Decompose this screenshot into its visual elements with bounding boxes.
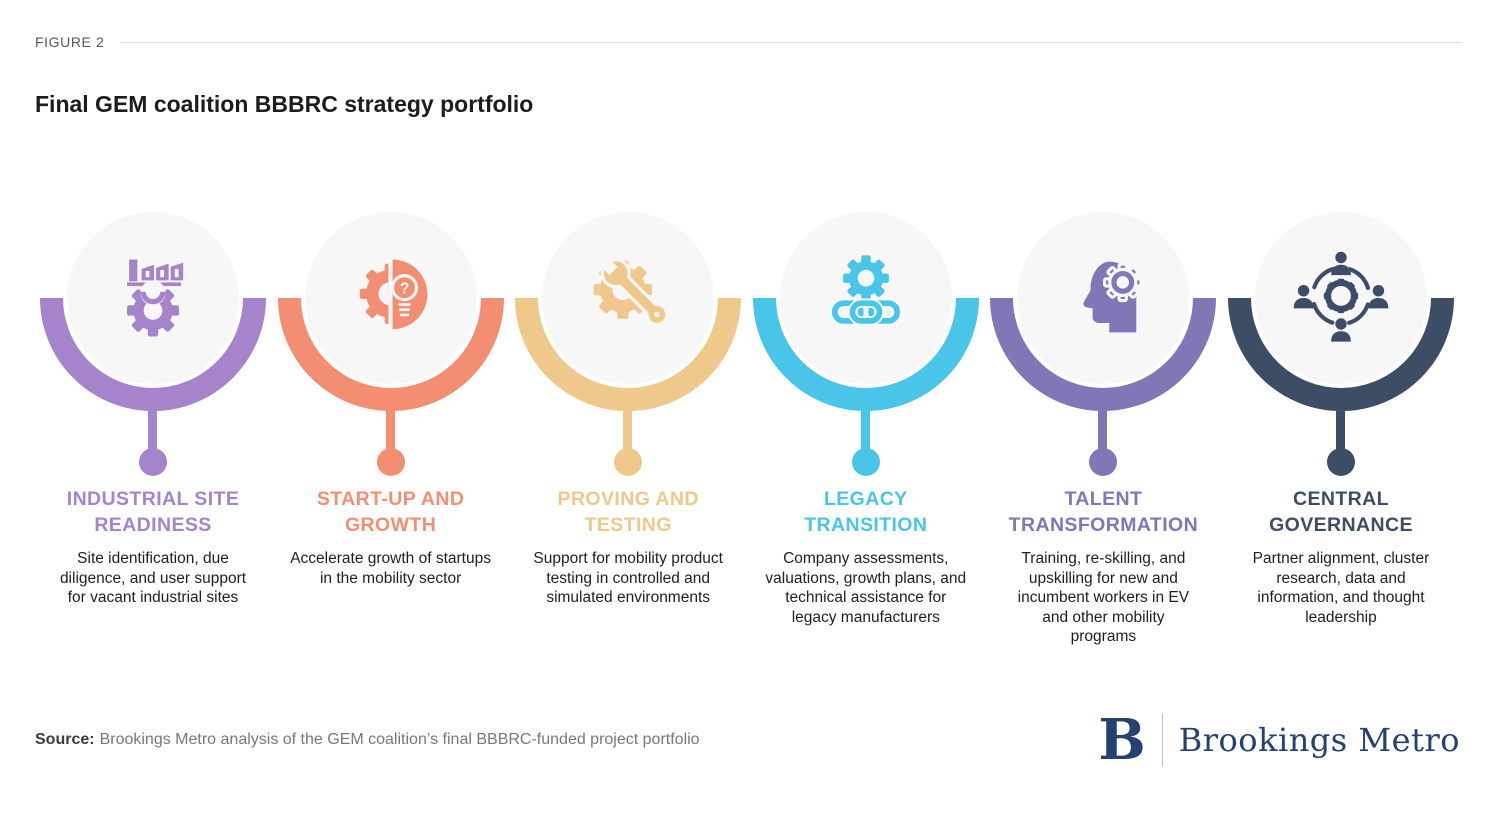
strategy-item-proving-and-testing: PROVING AND TESTING Support for mobility… [515,212,742,647]
strategy-items-row: INDUSTRIAL SITE READINESS Site identific… [40,212,1454,647]
item-graphic: ? [277,212,504,478]
strategy-item-talent-transformation: TALENT TRANSFORMATION Training, re-skill… [990,212,1217,647]
brookings-metro-logo: B Brookings Metro [1098,712,1460,768]
item-graphic [515,212,742,478]
strategy-item-industrial-site-readiness: INDUSTRIAL SITE READINESS Site identific… [40,212,266,647]
figure-header: FIGURE 2 [35,34,1462,50]
logo-divider [1161,714,1163,766]
item-title: INDUSTRIAL SITE READINESS [66,488,240,536]
page-title: Final GEM coalition BBBRC strategy portf… [35,91,534,117]
item-title: PROVING AND TESTING [557,488,699,536]
source-text: Brookings Metro analysis of the GEM coal… [99,731,700,748]
half-ring-arc [990,298,1217,411]
factory-gear-icon [101,246,205,350]
gear-chain-icon [814,246,918,350]
item-description: Accelerate growth of startups in the mob… [290,550,491,587]
item-description: Partner alignment, cluster research, dat… [1252,550,1430,626]
connector-dot [1326,448,1355,476]
connector-dot [376,448,405,476]
item-graphic [990,212,1217,478]
figure-footer: Source: Brookings Metro analysis of the G… [35,712,1460,768]
strategy-item-central-governance: CENTRAL GOVERNANCE Partner alignment, cl… [1227,212,1454,647]
item-graphic [752,212,979,478]
connector-dot [1089,448,1118,476]
item-graphic [1227,212,1454,478]
people-gear-icon [1289,246,1393,350]
svg-text:?: ? [399,280,409,297]
item-title: TALENT TRANSFORMATION [1008,488,1199,536]
connector-dot [851,448,880,476]
connector-stem [148,411,157,463]
logo-wordmark: Brookings Metro [1178,721,1460,759]
connector-stem [1098,411,1108,463]
source-label: Source: [35,731,95,748]
connector-dot [614,448,643,476]
half-ring-arc [40,298,266,411]
item-title: START-UP AND GROWTH [316,488,465,536]
head-gear-icon [1051,246,1155,350]
logo-b-mark: B [1098,707,1146,773]
gear-wrench-icon [576,246,680,350]
figure-label: FIGURE 2 [35,34,105,50]
item-description: Site identification, due diligence, and … [59,550,247,606]
half-ring-arc [515,298,742,411]
half-ring-arc [752,298,979,411]
strategy-item-legacy-transition: LEGACY TRANSITION Company assessments, v… [752,212,979,647]
item-description: Training, re-skilling, and upskilling fo… [1017,550,1190,645]
strategy-item-startup-and-growth: ? START-UP AND GROWTH Accelerate growth … [277,212,504,647]
connector-dot [139,448,167,476]
item-title: LEGACY TRANSITION [804,488,928,536]
half-ring-arc [277,298,504,411]
connector-stem [860,411,870,463]
connector-stem [1335,411,1345,463]
connector-stem [623,411,633,463]
item-description: Company assessments, valuations, growth … [765,550,967,626]
connector-stem [385,411,395,463]
gear-lightbulb-icon: ? [339,246,443,350]
item-graphic [40,212,266,478]
half-ring-arc [1227,298,1454,411]
item-title: CENTRAL GOVERNANCE [1269,488,1413,536]
source-line: Source: Brookings Metro analysis of the G… [35,731,700,749]
item-description: Support for mobility product testing in … [533,550,723,606]
header-rule [120,41,1462,43]
